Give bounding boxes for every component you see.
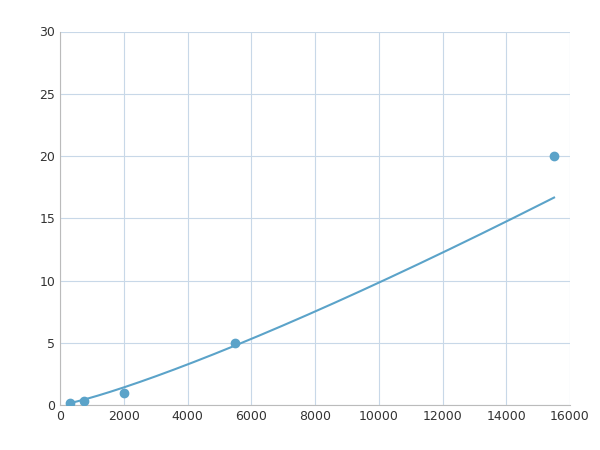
Point [65,399,74,406]
Point [79,397,89,404]
Point [230,339,240,346]
Point [549,153,559,160]
Point [119,389,128,396]
